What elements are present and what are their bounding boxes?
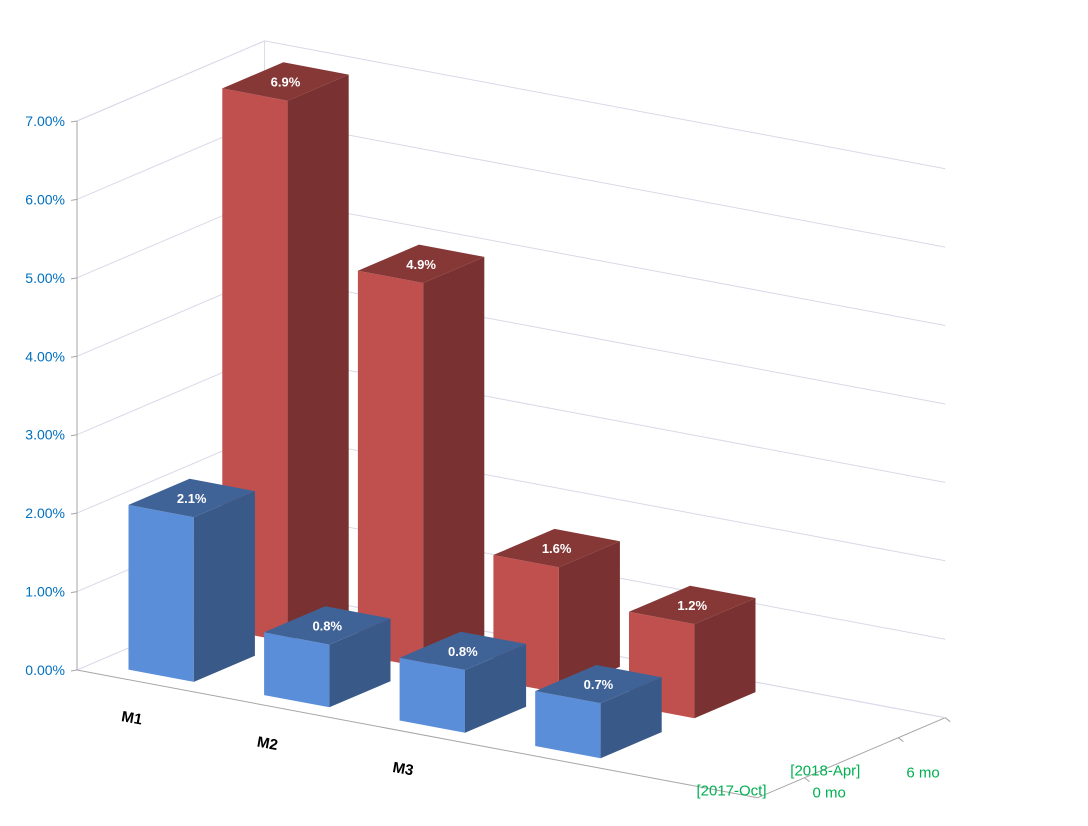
gridline	[76, 197, 946, 326]
bar-series1-cat1	[357, 244, 485, 668]
y-tick-label: 3.00%	[25, 427, 65, 443]
bar-series0-cat1-top	[264, 606, 391, 645]
y-tick-mark	[70, 434, 78, 437]
bars	[128, 62, 756, 759]
bar-series1-cat3-top	[629, 585, 756, 625]
data-label: 0.7%	[584, 677, 614, 692]
gridline	[76, 354, 946, 483]
y-tick-mark	[70, 355, 78, 358]
bar-series0-cat0-side	[193, 491, 255, 682]
gridline	[76, 118, 946, 248]
category-label: M1	[120, 708, 143, 728]
data-label: 0.8%	[448, 644, 478, 659]
y-tick-label: 4.00%	[25, 348, 65, 364]
bar-series0-cat0	[128, 478, 255, 682]
y-tick-label: 0.00%	[25, 662, 65, 678]
y-tick-label: 7.00%	[25, 113, 65, 129]
depth-tick-mark	[804, 777, 810, 783]
bar-series0-cat1	[264, 606, 391, 708]
data-label: 1.2%	[677, 598, 707, 613]
bar-series0-cat0-front	[128, 504, 194, 682]
bar-series0-cat3-front	[535, 691, 601, 759]
depth-tick-mark	[944, 717, 951, 723]
bar-series0-cat2	[399, 631, 527, 733]
y-tick-mark	[70, 198, 78, 201]
y-tick-mark	[70, 591, 78, 594]
bar-series1-cat3-side	[694, 598, 756, 719]
category-label: M2	[256, 734, 279, 754]
y-tick-label: 2.00%	[25, 505, 65, 521]
y-tick-label: 6.00%	[25, 191, 65, 207]
series-label-months: 0 mo	[813, 785, 846, 802]
bar-series0-cat2-side	[465, 643, 527, 733]
y-tick-mark	[70, 512, 78, 515]
bar-series0-cat3-side	[600, 677, 662, 759]
y-tick-label: 5.00%	[25, 270, 65, 286]
bar-series0-cat1-side	[329, 618, 391, 708]
x-axis-line	[76, 669, 758, 799]
bar-series1-cat1-front	[357, 270, 424, 668]
category-label: M3	[391, 759, 414, 779]
bar-series1-cat0-side	[287, 74, 349, 642]
bar-series1-cat2-side	[558, 541, 620, 693]
bar-series0-cat0-top	[128, 478, 255, 518]
data-label: 2.1%	[177, 491, 207, 506]
data-label: 6.9%	[271, 75, 301, 90]
bar-series1-cat1-side	[423, 256, 485, 668]
bar-series1-cat1-top	[357, 244, 485, 283]
depth-tick-mark	[898, 737, 904, 743]
gridline	[76, 275, 946, 405]
y-tick-mark	[70, 669, 78, 672]
series-label-months: 6 mo	[906, 765, 939, 782]
bar-series0-cat1-front	[264, 632, 330, 708]
labels: 0.00% 1.00% 2.00% 3.00% 4.00% 5.00% 6.00% 7.00%…	[25, 75, 939, 802]
bar-series0-cat2-top	[399, 631, 527, 670]
data-label: 4.9%	[406, 257, 436, 272]
bar-series0-cat3-top	[535, 665, 662, 704]
bar-series1-cat2-top	[493, 528, 620, 568]
y-tick-label: 1.00%	[25, 584, 65, 600]
data-label: 1.6%	[542, 541, 572, 556]
series-label-date: [2018-Apr]	[790, 763, 860, 780]
gridline	[76, 40, 946, 170]
depth-axis-line	[757, 717, 946, 799]
bar-series0-cat2-front	[399, 657, 465, 733]
data-label: 0.8%	[312, 618, 342, 633]
y-tick-mark	[70, 120, 78, 123]
bar-series1-cat0-top	[222, 62, 349, 101]
bar-series0-cat3	[535, 665, 662, 759]
series-label-date: [2017-Oct]	[696, 783, 766, 800]
y-tick-mark	[70, 277, 78, 280]
